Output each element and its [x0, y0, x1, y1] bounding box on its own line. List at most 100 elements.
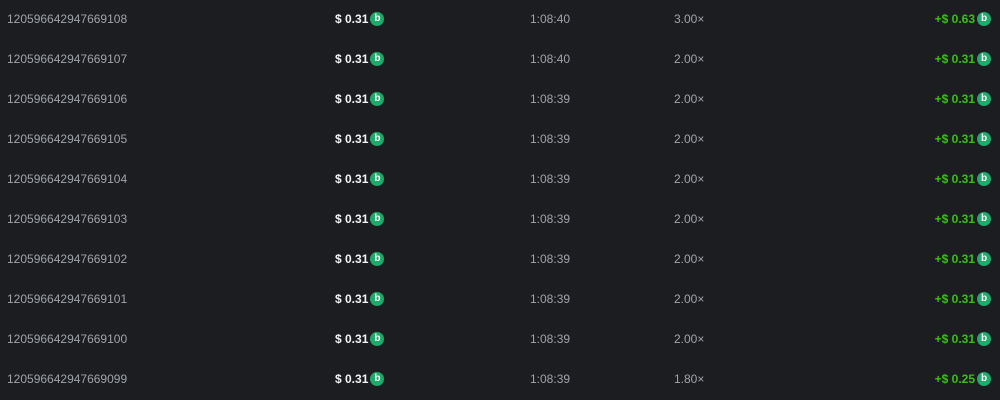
- bet-amount-value: $ 0.31: [335, 372, 369, 386]
- bcd-coin-icon: b: [370, 332, 385, 346]
- bet-id[interactable]: 120596642947669100: [7, 332, 128, 346]
- bet-id[interactable]: 120596642947669099: [7, 372, 128, 386]
- table-row[interactable]: 120596642947669102 $ 0.31 b 1:08:39 2.00×…: [0, 240, 1000, 280]
- table-row[interactable]: 120596642947669106 $ 0.31 b 1:08:39 2.00×…: [0, 80, 1000, 120]
- bet-amount: $ 0.31 b: [335, 280, 385, 318]
- bcd-coin-icon: b: [977, 252, 991, 266]
- bet-amount-value: $ 0.31: [335, 252, 369, 266]
- bcd-coin-icon: b: [977, 52, 991, 66]
- bet-amount-value: $ 0.31: [335, 332, 369, 346]
- bet-profit: +$ 0.31 b: [935, 280, 991, 318]
- table-row[interactable]: 120596642947669107 $ 0.31 b 1:08:40 2.00×…: [0, 40, 1000, 80]
- bcd-coin-icon: b: [977, 92, 991, 106]
- bcd-coin-icon: b: [977, 12, 991, 26]
- table-row[interactable]: 120596642947669108 $ 0.31 b 1:08:40 3.00×…: [0, 0, 1000, 40]
- bet-profit-value: +$ 0.31: [934, 92, 975, 106]
- bet-amount-value: $ 0.31: [335, 12, 369, 26]
- bcd-coin-icon: b: [977, 132, 991, 146]
- bet-profit-value: +$ 0.31: [934, 212, 975, 226]
- bet-time: 1:08:39: [530, 212, 571, 226]
- bet-id[interactable]: 120596642947669107: [7, 52, 128, 66]
- bcd-coin-icon: b: [370, 172, 385, 186]
- bet-multiplier: 2.00×: [674, 332, 705, 346]
- bet-multiplier: 2.00×: [674, 92, 705, 106]
- bet-profit: +$ 0.25 b: [935, 360, 991, 398]
- bet-multiplier: 2.00×: [674, 292, 705, 306]
- bet-time: 1:08:40: [530, 12, 571, 26]
- bet-amount-value: $ 0.31: [335, 132, 369, 146]
- bet-profit-value: +$ 0.31: [934, 292, 975, 306]
- bcd-coin-icon: b: [977, 212, 991, 226]
- bet-id[interactable]: 120596642947669105: [7, 132, 128, 146]
- bet-multiplier: 2.00×: [674, 132, 705, 146]
- table-row[interactable]: 120596642947669100 $ 0.31 b 1:08:39 2.00×…: [0, 320, 1000, 360]
- bet-time: 1:08:39: [530, 172, 571, 186]
- table-row[interactable]: 120596642947669105 $ 0.31 b 1:08:39 2.00×…: [0, 120, 1000, 160]
- table-row[interactable]: 120596642947669099 $ 0.31 b 1:08:39 1.80×…: [0, 360, 1000, 400]
- bet-amount-value: $ 0.31: [335, 212, 369, 226]
- table-row[interactable]: 120596642947669103 $ 0.31 b 1:08:39 2.00×…: [0, 200, 1000, 240]
- bet-id[interactable]: 120596642947669106: [7, 92, 128, 106]
- bet-amount-value: $ 0.31: [335, 292, 369, 306]
- bet-profit: +$ 0.31 b: [935, 240, 991, 278]
- bet-profit-value: +$ 0.31: [934, 252, 975, 266]
- bet-id[interactable]: 120596642947669102: [7, 252, 128, 266]
- table-row[interactable]: 120596642947669104 $ 0.31 b 1:08:39 2.00×…: [0, 160, 1000, 200]
- bet-profit: +$ 0.31 b: [935, 320, 991, 358]
- bet-time: 1:08:39: [530, 372, 571, 386]
- bet-profit: +$ 0.63 b: [935, 0, 991, 38]
- bcd-coin-icon: b: [370, 12, 385, 26]
- bet-id[interactable]: 120596642947669108: [7, 12, 128, 26]
- bet-profit-value: +$ 0.31: [934, 332, 975, 346]
- bet-profit: +$ 0.31 b: [935, 200, 991, 238]
- bcd-coin-icon: b: [370, 132, 385, 146]
- bcd-coin-icon: b: [370, 52, 385, 66]
- bcd-coin-icon: b: [977, 172, 991, 186]
- bet-multiplier: 1.80×: [674, 372, 705, 386]
- bet-amount-value: $ 0.31: [335, 52, 369, 66]
- bcd-coin-icon: b: [977, 332, 991, 346]
- bet-amount: $ 0.31 b: [335, 360, 385, 398]
- bet-time: 1:08:40: [530, 52, 571, 66]
- bet-amount: $ 0.31 b: [335, 320, 385, 358]
- bet-amount-value: $ 0.31: [335, 172, 369, 186]
- bet-amount: $ 0.31 b: [335, 40, 385, 78]
- bet-time: 1:08:39: [530, 252, 571, 266]
- bcd-coin-icon: b: [370, 92, 385, 106]
- bcd-coin-icon: b: [977, 372, 991, 386]
- bet-profit: +$ 0.31 b: [935, 120, 991, 158]
- bcd-coin-icon: b: [370, 292, 385, 306]
- bet-time: 1:08:39: [530, 132, 571, 146]
- bet-multiplier: 2.00×: [674, 252, 705, 266]
- bet-profit-value: +$ 0.25: [934, 372, 975, 386]
- bet-amount: $ 0.31 b: [335, 200, 385, 238]
- bet-profit-value: +$ 0.63: [934, 12, 975, 26]
- bcd-coin-icon: b: [370, 212, 385, 226]
- bet-multiplier: 2.00×: [674, 52, 705, 66]
- bet-id[interactable]: 120596642947669101: [7, 292, 128, 306]
- bet-amount: $ 0.31 b: [335, 80, 385, 118]
- bet-profit: +$ 0.31 b: [935, 80, 991, 118]
- bet-amount: $ 0.31 b: [335, 0, 385, 38]
- bet-multiplier: 2.00×: [674, 172, 705, 186]
- bet-profit: +$ 0.31 b: [935, 40, 991, 78]
- bet-amount-value: $ 0.31: [335, 92, 369, 106]
- bet-amount: $ 0.31 b: [335, 160, 385, 198]
- bet-profit-value: +$ 0.31: [934, 132, 975, 146]
- bet-time: 1:08:39: [530, 332, 571, 346]
- bet-multiplier: 2.00×: [674, 212, 705, 226]
- bcd-coin-icon: b: [370, 372, 385, 386]
- bet-profit: +$ 0.31 b: [935, 160, 991, 198]
- bet-time: 1:08:39: [530, 92, 571, 106]
- bet-id[interactable]: 120596642947669103: [7, 212, 128, 226]
- bet-id[interactable]: 120596642947669104: [7, 172, 128, 186]
- bet-profit-value: +$ 0.31: [934, 52, 975, 66]
- bet-time: 1:08:39: [530, 292, 571, 306]
- bet-profit-value: +$ 0.31: [934, 172, 975, 186]
- bet-amount: $ 0.31 b: [335, 120, 385, 158]
- bet-amount: $ 0.31 b: [335, 240, 385, 278]
- bcd-coin-icon: b: [977, 292, 991, 306]
- table-row[interactable]: 120596642947669101 $ 0.31 b 1:08:39 2.00×…: [0, 280, 1000, 320]
- bet-multiplier: 3.00×: [674, 12, 705, 26]
